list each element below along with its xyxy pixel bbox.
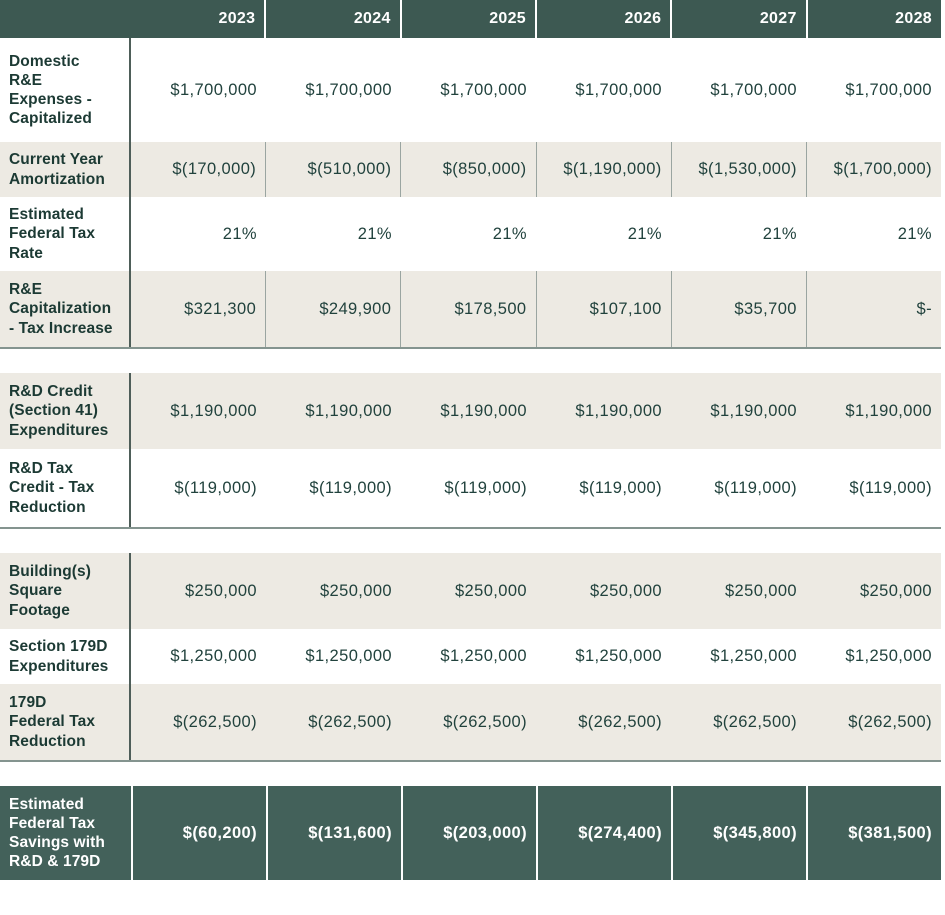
row-label: 179D Federal Tax Reduction [0, 684, 131, 760]
value-cell: $(1,700,000) [805, 142, 941, 197]
value-cell: $1,190,000 [710, 401, 797, 420]
row-label: Building(s) Square Footage [0, 553, 131, 629]
value-cell: $(262,500) [443, 712, 527, 731]
value-cell: $1,250,000 [575, 647, 662, 665]
value-cell: $(119,000) [849, 478, 932, 497]
value-cell: $1,190,000 [845, 401, 932, 420]
year-header: 2025 [399, 0, 535, 38]
value-cell: $(262,500) [173, 712, 257, 731]
value-cell: $1,700,000 [845, 80, 932, 99]
value-cell: $249,900 [265, 271, 400, 347]
year-header: 2028 [805, 0, 941, 38]
value-cell: $250,000 [184, 581, 257, 600]
value-cell: $(119,000) [309, 478, 392, 497]
value-cell: $250,000 [859, 581, 932, 600]
value-cell: $(60,200) [131, 786, 266, 880]
row-label: Section 179D Expenditures [0, 629, 131, 684]
value-cell: $1,250,000 [170, 647, 257, 665]
value-cell: 21% [627, 224, 662, 243]
table-row: Section 179D Expenditures $1,250,000 $1,… [0, 629, 941, 684]
value-cell: $(262,500) [578, 712, 662, 731]
value-cell: $(1,190,000) [535, 142, 671, 197]
section-179d: Building(s) Square Footage $250,000 $250… [0, 553, 941, 762]
tax-savings-table: 2023 2024 2025 2026 2027 2028 Domestic R… [0, 0, 941, 880]
value-cell: $1,190,000 [440, 401, 527, 420]
value-cell: $1,250,000 [440, 647, 527, 665]
value-cell: 21% [897, 224, 932, 243]
row-label: Estimated Federal Tax Rate [0, 197, 131, 271]
value-cell: $1,250,000 [710, 647, 797, 665]
value-cell: $(1,530,000) [670, 142, 806, 197]
table-header-row: 2023 2024 2025 2026 2027 2028 [0, 0, 941, 38]
table-row: Building(s) Square Footage $250,000 $250… [0, 553, 941, 629]
value-cell: $1,700,000 [305, 80, 392, 99]
value-cell: $(274,400) [536, 786, 671, 880]
value-cell: 21% [357, 224, 392, 243]
value-cell: $(170,000) [172, 160, 257, 178]
section-rd-credit: R&D Credit (Section 41) Expenditures $1,… [0, 373, 941, 529]
value-cell: $(119,000) [174, 478, 257, 497]
value-cell: $(381,500) [806, 786, 941, 880]
value-cell: 21% [222, 224, 257, 243]
year-header: 2027 [670, 0, 805, 38]
value-cell: $(119,000) [714, 478, 797, 497]
value-cell: $107,100 [535, 271, 671, 347]
value-cell: $(345,800) [671, 786, 806, 880]
row-label: Estimated Federal Tax Savings with R&D &… [9, 795, 105, 871]
value-cell: $1,190,000 [305, 401, 392, 420]
total-savings-row: Estimated Federal Tax Savings with R&D &… [0, 786, 941, 880]
value-cell: $1,700,000 [170, 80, 257, 99]
row-label: Domestic R&E Expenses - Capitalized [0, 38, 131, 142]
section-re-capitalization: Domestic R&E Expenses - Capitalized $1,7… [0, 38, 941, 349]
year-header: 2026 [534, 0, 670, 38]
value-cell: $1,700,000 [575, 80, 662, 99]
year-header: 2024 [264, 0, 399, 38]
value-cell: 21% [762, 224, 797, 243]
value-cell: $1,250,000 [845, 647, 932, 665]
table-row: 179D Federal Tax Reduction $(262,500) $(… [0, 684, 941, 760]
table-row: R&D Credit (Section 41) Expenditures $1,… [0, 373, 941, 449]
header-label-spacer [0, 0, 131, 38]
value-cell: $(119,000) [579, 478, 662, 497]
value-cell: $(850,000) [400, 142, 535, 197]
table-row: R&E Capitalization - Tax Increase $321,3… [0, 271, 941, 347]
table-row: Current Year Amortization $(170,000) $(5… [0, 142, 941, 197]
value-cell: $1,700,000 [440, 80, 527, 99]
value-cell: $- [805, 271, 941, 347]
value-cell: $178,500 [400, 271, 535, 347]
table-row: Estimated Federal Tax Rate 21% 21% 21% 2… [0, 197, 941, 271]
value-cell: 21% [492, 224, 527, 243]
value-cell: $250,000 [589, 581, 662, 600]
row-label: R&D Tax Credit - Tax Reduction [0, 449, 131, 527]
value-cell: $(262,500) [848, 712, 932, 731]
value-cell: $321,300 [184, 299, 257, 318]
value-cell: $250,000 [454, 581, 527, 600]
value-cell: $(510,000) [265, 142, 400, 197]
year-header: 2023 [218, 10, 256, 27]
value-cell: $(262,500) [713, 712, 797, 731]
value-cell: $(131,600) [266, 786, 401, 880]
value-cell: $250,000 [724, 581, 797, 600]
value-cell: $35,700 [670, 271, 806, 347]
value-cell: $1,250,000 [305, 647, 392, 665]
table-row: R&D Tax Credit - Tax Reduction $(119,000… [0, 449, 941, 527]
row-label: Current Year Amortization [0, 142, 131, 197]
row-label: R&D Credit (Section 41) Expenditures [0, 373, 131, 449]
value-cell: $250,000 [319, 581, 392, 600]
value-cell: $(203,000) [401, 786, 536, 880]
table-row: Domestic R&E Expenses - Capitalized $1,7… [0, 38, 941, 142]
row-label: R&E Capitalization - Tax Increase [0, 271, 131, 347]
value-cell: $(119,000) [444, 478, 527, 497]
value-cell: $1,190,000 [575, 401, 662, 420]
value-cell: $1,190,000 [170, 401, 257, 420]
value-cell: $(262,500) [308, 712, 392, 731]
value-cell: $1,700,000 [710, 80, 797, 99]
